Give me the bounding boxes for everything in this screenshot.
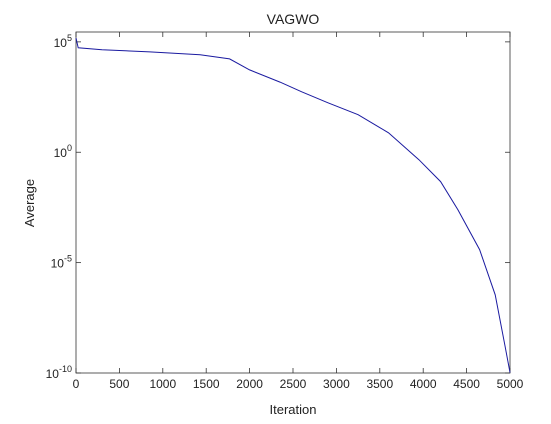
y-tick-label: 10-10 bbox=[46, 364, 72, 381]
y-tick-label: 10-5 bbox=[51, 254, 72, 271]
y-tick-label: 105 bbox=[54, 33, 72, 50]
x-tick-label: 1500 bbox=[193, 377, 220, 391]
x-tick-label: 2000 bbox=[236, 377, 263, 391]
x-tick-label: 3000 bbox=[323, 377, 350, 391]
x-tick-label: 4000 bbox=[410, 377, 437, 391]
x-tick-label: 4500 bbox=[453, 377, 480, 391]
y-tick-label: 100 bbox=[54, 143, 72, 160]
x-tick-label: 0 bbox=[73, 377, 80, 391]
x-tick-label: 3500 bbox=[366, 377, 393, 391]
chart-title: VAGWO bbox=[267, 11, 320, 27]
x-tick-label: 5000 bbox=[497, 377, 524, 391]
x-tick-label: 1000 bbox=[149, 377, 176, 391]
x-axis-label: Iteration bbox=[270, 402, 317, 417]
x-tick-label: 2500 bbox=[280, 377, 307, 391]
x-tick-label: 500 bbox=[109, 377, 129, 391]
data-line bbox=[75, 37, 511, 373]
y-axis-label: Average bbox=[22, 179, 37, 227]
